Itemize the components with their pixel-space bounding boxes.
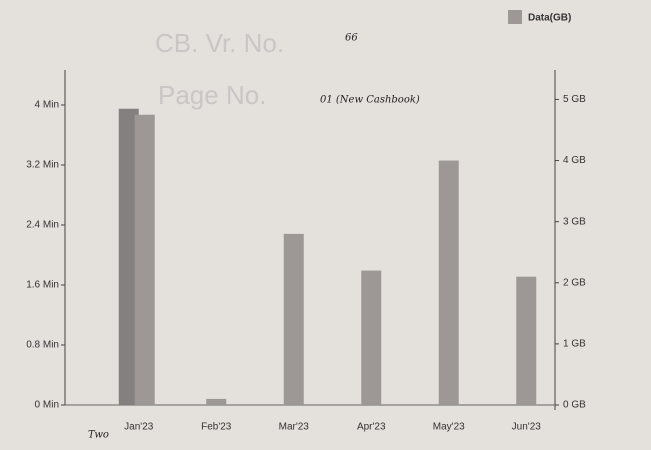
bar <box>135 115 155 405</box>
handwriting: 01 (New Cashbook) <box>320 95 420 106</box>
y2-tick-label: 5 GB <box>563 94 586 105</box>
background <box>0 0 651 450</box>
y2-tick-label: 0 GB <box>563 400 586 411</box>
stamp-label: Page No. <box>158 80 266 110</box>
y2-tick-label: 2 GB <box>563 277 586 288</box>
handwriting: Two <box>88 430 109 441</box>
x-tick-label: Jun'23 <box>512 422 542 433</box>
x-tick-label: Feb'23 <box>201 422 232 433</box>
bar <box>361 271 381 405</box>
y-tick-label: 3.2 Min <box>26 160 59 171</box>
chart: CB. Vr. No. 66 Page No. 01 (New Cashbook… <box>0 0 651 450</box>
bar <box>516 277 536 405</box>
page: CB. Vr. No. 66 Page No. 01 (New Cashbook… <box>0 0 651 450</box>
stamp-label: CB. Vr. No. <box>155 28 284 58</box>
y-tick-label: 4 Min <box>35 100 59 111</box>
y2-tick-label: 4 GB <box>563 155 586 166</box>
y2-tick-label: 3 GB <box>563 216 586 227</box>
y-tick-label: 0.8 Min <box>26 340 59 351</box>
handwriting: 66 <box>345 33 358 44</box>
x-tick-label: May'23 <box>433 422 465 433</box>
x-tick-label: Mar'23 <box>279 422 310 433</box>
x-tick-label: Apr'23 <box>357 422 386 433</box>
y-tick-label: 0 Min <box>35 400 59 411</box>
y-tick-label: 1.6 Min <box>26 280 59 291</box>
bar <box>284 234 304 405</box>
bar <box>206 399 226 405</box>
legend-swatch <box>508 10 522 24</box>
bar <box>439 161 459 405</box>
y2-tick-label: 1 GB <box>563 339 586 350</box>
y-tick-label: 2.4 Min <box>26 220 59 231</box>
x-tick-label: Jan'23 <box>124 422 154 433</box>
legend-label: Data(GB) <box>528 13 571 24</box>
